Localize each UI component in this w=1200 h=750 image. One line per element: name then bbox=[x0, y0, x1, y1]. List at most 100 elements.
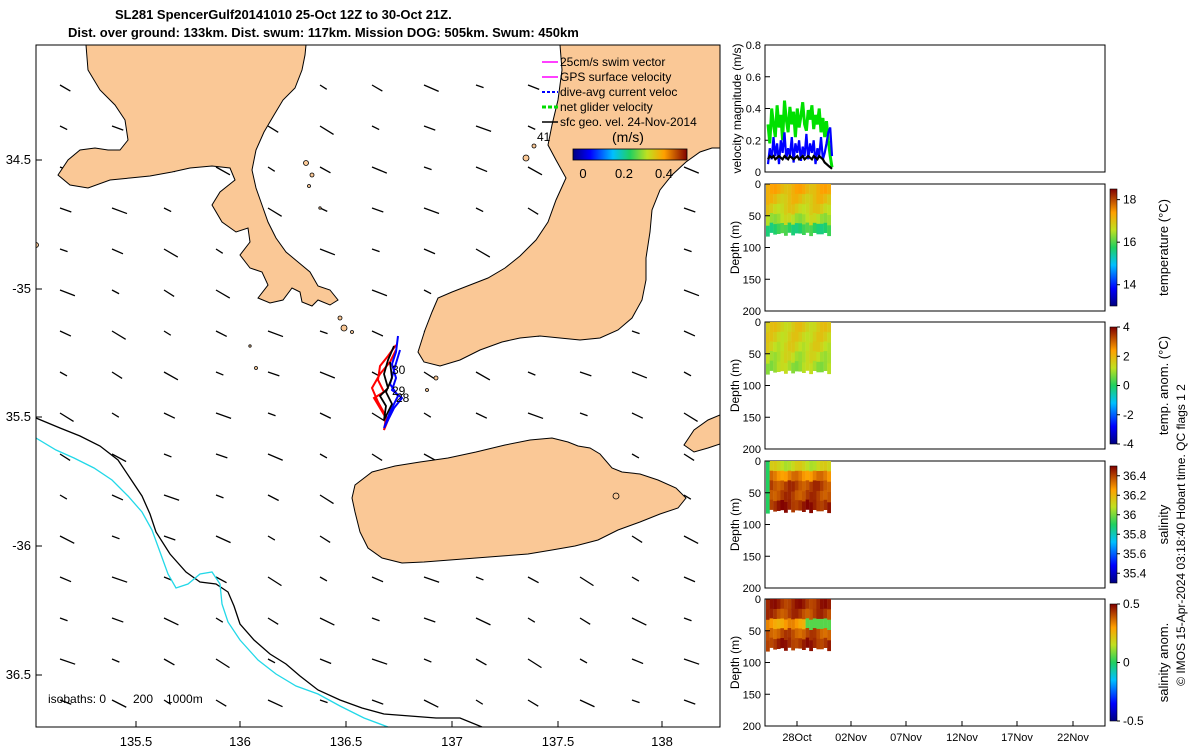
geo-vector bbox=[319, 576, 328, 582]
geo-vector bbox=[59, 453, 71, 462]
heatmap-cell bbox=[784, 322, 788, 333]
geo-vector bbox=[423, 658, 432, 663]
heatmap-cell bbox=[784, 204, 788, 216]
heatmap-y-tick: 150 bbox=[743, 274, 761, 286]
heatmap-cell bbox=[802, 639, 806, 650]
heatmap-cell bbox=[812, 351, 817, 362]
heatmap-y-tick: 150 bbox=[743, 689, 761, 701]
heatmap-cell bbox=[809, 630, 813, 641]
heatmap-ylabel: Depth (m) bbox=[728, 636, 742, 689]
colorbar-tick: 35.6 bbox=[1123, 547, 1147, 561]
heatmap-cell bbox=[794, 490, 799, 501]
heatmap-cell bbox=[820, 184, 824, 195]
geo-vector bbox=[215, 699, 227, 707]
geo-vector bbox=[631, 576, 640, 582]
heatmap-cell bbox=[816, 341, 821, 353]
heatmap-cell bbox=[812, 203, 817, 214]
heatmap-y-tick: 50 bbox=[749, 349, 761, 361]
heatmap-cell bbox=[766, 471, 770, 483]
heatmap-cell bbox=[766, 215, 770, 227]
heatmap-cell bbox=[784, 640, 788, 651]
heatmap-cell bbox=[780, 490, 785, 501]
heatmap-cell bbox=[805, 322, 810, 333]
geo-vector bbox=[215, 576, 227, 584]
heatmap-cell bbox=[787, 203, 792, 214]
heatmap-cell bbox=[820, 609, 824, 620]
heatmap-cell bbox=[820, 322, 824, 333]
heatmap-cell bbox=[816, 609, 821, 620]
geo-vector bbox=[111, 576, 128, 583]
geo-vector bbox=[215, 248, 224, 254]
geo-vector bbox=[475, 576, 484, 581]
heatmap-cell bbox=[766, 353, 770, 365]
heatmap-cell bbox=[827, 502, 831, 514]
heatmap-cell bbox=[766, 332, 770, 344]
heatmap-cell bbox=[827, 184, 831, 195]
map-y-tick: -36 bbox=[12, 538, 31, 553]
heatmap-cell bbox=[773, 352, 777, 363]
heatmap-panel: 0 50 100 150 200 Depth (m) -0.5 0 0.5 salinity an… bbox=[728, 594, 1171, 733]
geo-vector bbox=[319, 699, 328, 704]
geo-vector bbox=[683, 617, 692, 622]
geo-vector bbox=[683, 453, 695, 462]
geo-vector bbox=[111, 207, 128, 215]
geo-vector bbox=[475, 617, 491, 626]
heatmap-cell bbox=[827, 342, 831, 354]
heatmap-cell bbox=[798, 618, 803, 629]
heatmap-cell bbox=[780, 351, 785, 362]
geo-vector bbox=[267, 494, 279, 502]
legend-item: GPS surface velocity bbox=[542, 70, 671, 84]
heatmap-cell bbox=[766, 204, 770, 216]
geo-vector bbox=[215, 617, 224, 623]
geo-vector bbox=[111, 412, 120, 418]
heatmap-cell bbox=[776, 213, 781, 225]
heatmap-cell bbox=[787, 461, 792, 472]
heatmap-cell bbox=[766, 194, 770, 206]
heatmap-cell bbox=[769, 628, 774, 639]
heatmap-cell bbox=[787, 628, 792, 639]
map-y-tick: 35.5 bbox=[6, 409, 31, 424]
heatmap-cell bbox=[827, 640, 831, 652]
heatmap-colorbar bbox=[1109, 603, 1118, 722]
geo-vector bbox=[163, 576, 172, 581]
heatmap-cell bbox=[820, 618, 824, 630]
geo-vector bbox=[475, 658, 487, 666]
heatmap-cell bbox=[787, 351, 792, 362]
map-y-tick: 36.5 bbox=[6, 667, 31, 682]
heatmap-cell bbox=[776, 618, 781, 630]
heatmap-cell bbox=[780, 331, 785, 342]
heatmap-cell bbox=[812, 470, 817, 481]
heatmap-cell bbox=[766, 609, 770, 621]
land-yorke-peninsula bbox=[417, 45, 720, 367]
track-day-label-28: 28 bbox=[396, 391, 410, 405]
map-x-tick: 136 bbox=[229, 734, 251, 749]
heatmap-cell bbox=[773, 599, 777, 610]
heatmap-cell bbox=[816, 332, 821, 343]
heatmap-cell bbox=[776, 223, 781, 234]
colorbar-tick: 2 bbox=[1123, 349, 1130, 363]
map-x-tick: 137.5 bbox=[542, 734, 575, 749]
geo-vector bbox=[59, 84, 71, 92]
heatmap-cell bbox=[827, 322, 831, 333]
heatmap-cell bbox=[798, 331, 803, 343]
heatmap-cell bbox=[809, 502, 813, 514]
heatmap-y-tick: 150 bbox=[743, 551, 761, 563]
isobath-200m bbox=[36, 417, 483, 727]
heatmap-cell bbox=[780, 618, 785, 629]
heatmap-cell bbox=[776, 461, 781, 472]
heatmap-cell bbox=[823, 341, 828, 352]
heatmap-cell bbox=[816, 203, 821, 215]
geo-vector bbox=[59, 535, 75, 544]
heatmap-cell bbox=[823, 608, 828, 619]
heatmap-cell bbox=[823, 331, 828, 342]
heatmap-cell bbox=[787, 331, 792, 342]
geo-vector bbox=[631, 330, 640, 335]
heatmap-cell bbox=[794, 184, 799, 195]
geo-vector bbox=[59, 658, 76, 665]
heatmap-cell bbox=[787, 618, 792, 629]
heatmap-cell bbox=[766, 225, 770, 237]
heatmap-cell bbox=[816, 461, 821, 472]
heatmap-cell bbox=[816, 213, 821, 225]
geo-vector bbox=[579, 371, 592, 377]
heatmap-cell bbox=[769, 322, 774, 333]
